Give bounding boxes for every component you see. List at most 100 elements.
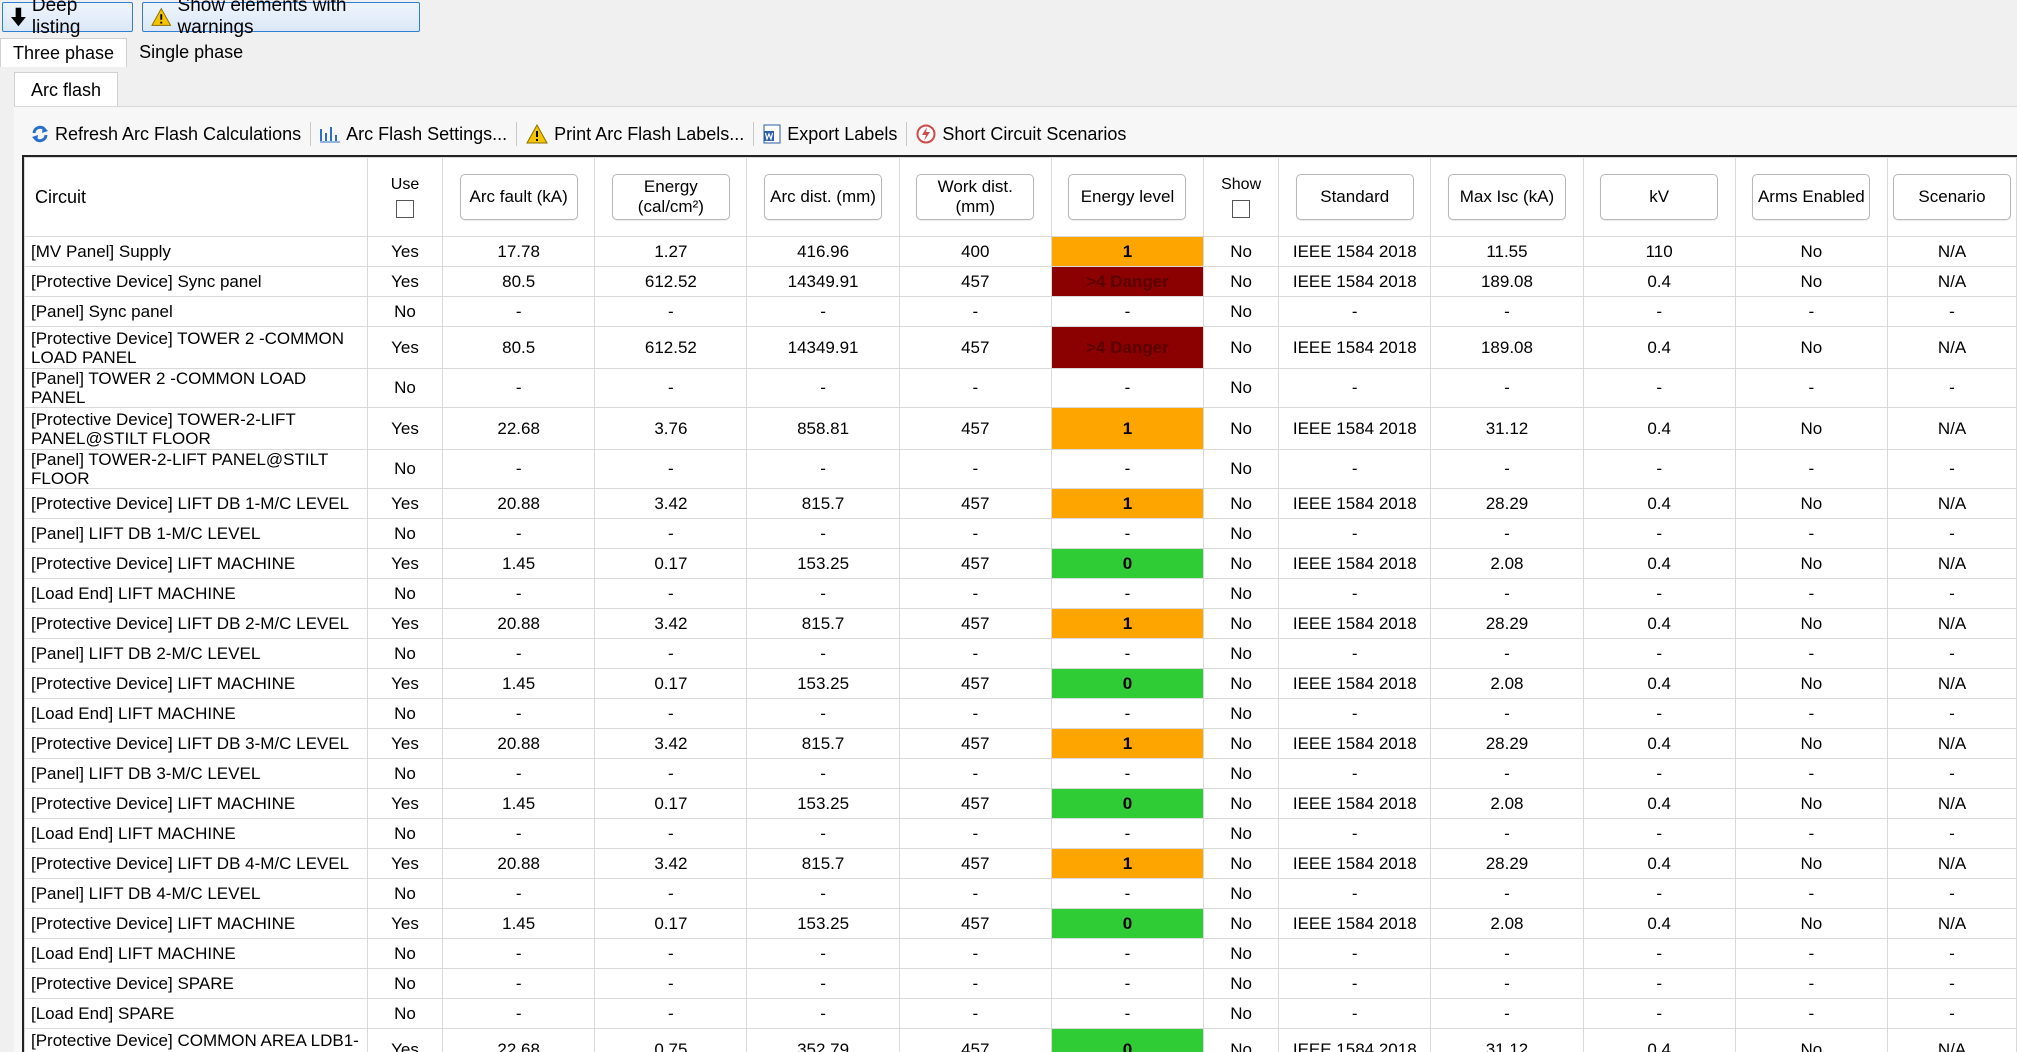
cell-energy-level: 1 [1050, 488, 1205, 519]
deep-listing-button[interactable]: Deep listing [2, 0, 133, 38]
table-row[interactable]: [Panel] Sync panel No - - - - - No - - - - - [24, 296, 2017, 327]
table-row[interactable]: [Protective Device] SPARE No - - - - - No - - - - - [24, 968, 2017, 999]
arc-flash-panel: Refresh Arc Flash Calculations Arc Flash… [14, 106, 2017, 1052]
cell-standard: IEEE 1584 2018 [1278, 908, 1432, 939]
table-row[interactable]: [Protective Device] COMMON AREA LDB1-ELE… [24, 1028, 2017, 1052]
table-row[interactable]: [Load End] LIFT MACHINE No - - - - - No - - - - - [24, 578, 2017, 609]
table-row[interactable]: [Protective Device] Sync panel Yes 80.5 612… [24, 266, 2017, 297]
table-row[interactable]: [Protective Device] LIFT MACHINE Yes 1.45 0… [24, 668, 2017, 699]
cell-scenario: - [1886, 368, 2017, 408]
cell-arc-fault: 20.88 [442, 728, 596, 759]
header-energy-button[interactable]: Energy (cal/cm²) [611, 174, 730, 220]
print-labels-button[interactable]: Print Arc Flash Labels... [519, 119, 751, 149]
warning-icon [151, 7, 172, 26]
cell-max-isc: 28.29 [1430, 848, 1584, 879]
print-labels-label: Print Arc Flash Labels... [554, 123, 745, 144]
table-row[interactable]: [Panel] TOWER 2 -COMMON LOAD PANEL No - - - -… [24, 368, 2017, 408]
cell-arms: No [1734, 608, 1888, 639]
show-all-checkbox[interactable] [1232, 200, 1251, 218]
show-warnings-button[interactable]: Show elements with warnings [142, 0, 420, 38]
cell-scenario: - [1886, 968, 2017, 999]
cell-arms: - [1734, 998, 1888, 1029]
cell-energy: 1.27 [594, 236, 748, 267]
export-labels-button[interactable]: Export Labels [756, 119, 904, 149]
table-row[interactable]: [Load End] SPARE No - - - - - No - - - - - [24, 998, 2017, 1029]
cell-max-isc: - [1430, 638, 1584, 669]
cell-energy-level: - [1050, 878, 1205, 909]
table-row[interactable]: [Protective Device] LIFT DB 2-M/C LEVEL Y… [24, 608, 2017, 639]
refresh-button[interactable]: Refresh Arc Flash Calculations [24, 119, 308, 149]
cell-arc-dist: 14349.91 [746, 326, 900, 369]
cell-scenario: N/A [1886, 548, 2017, 579]
table-row[interactable]: [Protective Device] TOWER 2 -COMMON LOAD… [24, 326, 2017, 369]
use-all-checkbox[interactable] [396, 200, 415, 218]
cell-max-isc: 28.29 [1430, 728, 1584, 759]
cell-standard: - [1278, 818, 1432, 849]
table-row[interactable]: [Load End] LIFT MACHINE No - - - - - No - - - - - [24, 938, 2017, 969]
cell-work-dist: - [898, 698, 1052, 729]
table-row[interactable]: [MV Panel] Supply Yes 17.78 1.27 416.96 400 1 N… [24, 236, 2017, 267]
cell-use: No [366, 368, 444, 408]
table-row[interactable]: [Protective Device] LIFT MACHINE Yes 1.45 0… [24, 788, 2017, 819]
scenarios-button[interactable]: Short Circuit Scenarios [909, 119, 1133, 149]
cell-energy-level: 1 [1050, 236, 1205, 267]
header-work-dist-button[interactable]: Work dist. (mm) [916, 174, 1035, 220]
table-row[interactable]: [Panel] LIFT DB 2-M/C LEVEL No - - - - - No - - - -… [24, 638, 2017, 669]
cell-scenario: - [1886, 578, 2017, 609]
table-row[interactable]: [Panel] LIFT DB 3-M/C LEVEL No - - - - - No - - - -… [24, 758, 2017, 789]
table-row[interactable]: [Load End] LIFT MACHINE No - - - - - No - - - - - [24, 818, 2017, 849]
cell-arms: No [1734, 266, 1888, 297]
cell-kv: 0.4 [1582, 728, 1736, 759]
cell-use: Yes [366, 788, 444, 819]
cell-arms: - [1734, 818, 1888, 849]
cell-circuit: [Protective Device] TOWER-2-LIFT PANEL@S… [24, 407, 368, 450]
header-arms-button[interactable]: Arms Enabled [1752, 174, 1871, 220]
cell-arc-fault: - [442, 938, 596, 969]
header-arc-dist-button[interactable]: Arc dist. (mm) [764, 174, 883, 220]
cell-arc-fault: 1.45 [442, 668, 596, 699]
cell-arc-dist: - [746, 878, 900, 909]
cell-scenario: - [1886, 878, 2017, 909]
header-arc-fault-button[interactable]: Arc fault (kA) [459, 174, 578, 220]
cell-max-isc: 2.08 [1430, 668, 1584, 699]
tab-three-phase[interactable]: Three phase [0, 38, 128, 67]
table-row[interactable]: [Panel] LIFT DB 1-M/C LEVEL No - - - - - No - - - -… [24, 518, 2017, 549]
cell-kv: - [1582, 698, 1736, 729]
cell-kv: 0.4 [1582, 788, 1736, 819]
tab-arc-flash[interactable]: Arc flash [14, 72, 119, 107]
cell-arc-fault: - [442, 368, 596, 408]
header-kv-button[interactable]: kV [1600, 174, 1719, 220]
cell-circuit: [MV Panel] Supply [24, 236, 368, 267]
cell-kv: 0.4 [1582, 326, 1736, 369]
header-circuit[interactable]: Circuit [24, 157, 368, 237]
cell-kv: 110 [1582, 236, 1736, 267]
table-row[interactable]: [Load End] LIFT MACHINE No - - - - - No - - - - - [24, 698, 2017, 729]
cell-work-dist: - [898, 968, 1052, 999]
tab-single-phase[interactable]: Single phase [139, 41, 244, 62]
cell-arc-fault: 1.45 [442, 548, 596, 579]
cell-use: Yes [366, 236, 444, 267]
cell-energy-level: 0 [1050, 548, 1205, 579]
table-row[interactable]: [Protective Device] LIFT DB 4-M/C LEVEL Y… [24, 848, 2017, 879]
header-energy-level-button[interactable]: Energy level [1068, 174, 1187, 220]
cell-work-dist: 457 [898, 326, 1052, 369]
cell-show: No [1203, 518, 1280, 549]
table-row[interactable]: [Protective Device] LIFT MACHINE Yes 1.45 0… [24, 908, 2017, 939]
table-row[interactable]: [Protective Device] LIFT DB 1-M/C LEVEL Y… [24, 488, 2017, 519]
table-row[interactable]: [Protective Device] TOWER-2-LIFT PANEL@S… [24, 407, 2017, 450]
table-row[interactable]: [Protective Device] LIFT MACHINE Yes 1.45 0… [24, 548, 2017, 579]
cell-max-isc: - [1430, 998, 1584, 1029]
settings-button[interactable]: Arc Flash Settings... [313, 119, 514, 149]
cell-show: No [1203, 548, 1280, 579]
settings-chart-icon [320, 127, 341, 143]
table-row[interactable]: [Protective Device] LIFT DB 3-M/C LEVEL Y… [24, 728, 2017, 759]
cell-show: No [1203, 449, 1280, 489]
table-row[interactable]: [Panel] LIFT DB 4-M/C LEVEL No - - - - - No - - - -… [24, 878, 2017, 909]
header-max-isc-button[interactable]: Max Isc (kA) [1447, 174, 1566, 220]
header-standard-button[interactable]: Standard [1295, 174, 1414, 220]
cell-max-isc: - [1430, 818, 1584, 849]
cell-arms: - [1734, 758, 1888, 789]
header-scenario-button[interactable]: Scenario [1892, 174, 2011, 220]
table-row[interactable]: [Panel] TOWER-2-LIFT PANEL@STILT FLOOR No… [24, 449, 2017, 489]
cell-use: No [366, 698, 444, 729]
